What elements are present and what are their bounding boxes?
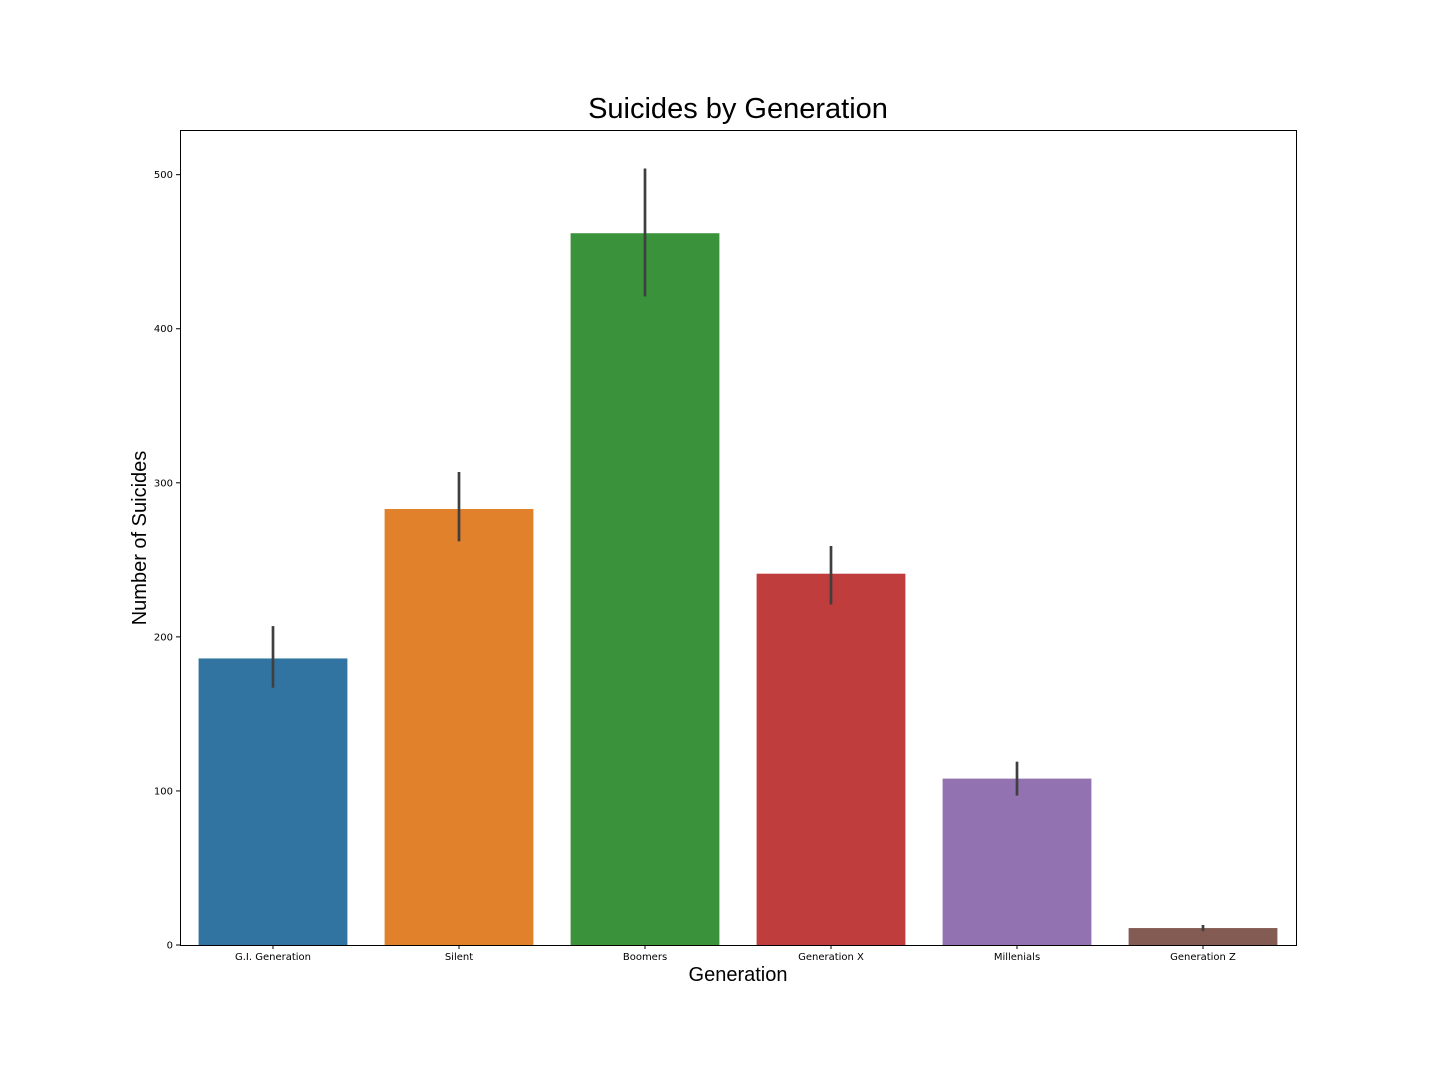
x-axis-label: Generation [689, 964, 788, 986]
y-tick-label: 300 [154, 478, 173, 489]
bars-group [198, 233, 1278, 945]
chart-title: Suicides by Generation [588, 93, 888, 125]
x-tick-label: Boomers [623, 952, 667, 963]
bar-generation-z [1128, 928, 1278, 945]
y-axis: 0 100 200 300 400 500 [154, 170, 180, 952]
x-tick-label: Millenials [994, 952, 1040, 963]
bar-generation-x [756, 573, 906, 945]
x-tick-label: Generation Z [1170, 952, 1236, 963]
bar-g-i-generation [198, 658, 348, 945]
x-tick-label: G.I. Generation [235, 952, 311, 963]
x-tick-label: Silent [445, 952, 473, 963]
y-tick-label: 500 [154, 170, 173, 181]
bar-silent [384, 508, 534, 945]
y-tick-label: 200 [154, 632, 173, 643]
error-bars-group [271, 168, 1205, 932]
bar-millenials [942, 778, 1092, 945]
x-tick-label: Generation X [798, 952, 864, 963]
y-axis-label: Number of Suicides [129, 451, 151, 626]
y-tick-label: 0 [167, 941, 173, 952]
y-tick-label: 100 [154, 786, 173, 797]
plot-frame [180, 130, 1297, 946]
y-tick-label: 400 [154, 324, 173, 335]
bar-boomers [570, 233, 720, 945]
